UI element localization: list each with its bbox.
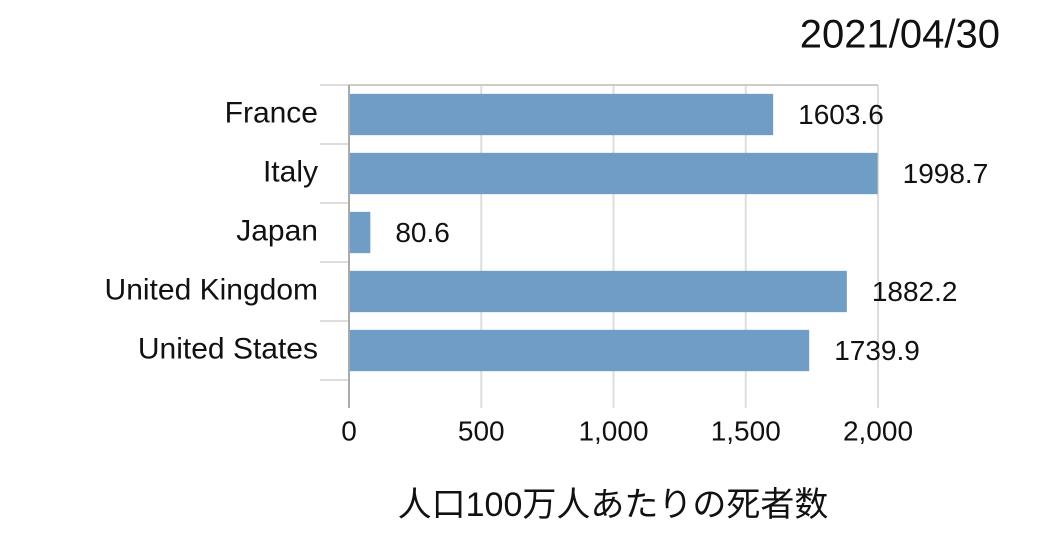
value-label: 1882.2 [872, 276, 958, 307]
x-tick-label: 1,000 [578, 415, 648, 446]
bar [349, 211, 371, 254]
bar [349, 329, 810, 372]
x-tick-label: 500 [458, 415, 505, 446]
bar [349, 93, 774, 136]
chart-title: 2021/04/30 [800, 13, 1000, 57]
x-axis-label: 人口100万人あたりの死者数 [398, 486, 829, 524]
x-tick-label: 1,500 [711, 415, 781, 446]
value-label: 1998.7 [903, 158, 989, 189]
value-label: 1739.9 [834, 335, 920, 366]
bar [349, 152, 878, 195]
value-label: 80.6 [395, 217, 450, 248]
value-label: 1603.6 [798, 99, 884, 130]
y-tick-label: France [225, 96, 318, 129]
x-tick-label: 2,000 [843, 415, 913, 446]
y-tick-label: Japan [236, 214, 318, 247]
y-tick-label: United Kingdom [105, 273, 318, 306]
y-tick-label: Italy [263, 155, 318, 188]
x-tick-label: 0 [341, 415, 357, 446]
y-tick-label: United States [138, 332, 318, 365]
bar [349, 270, 847, 313]
